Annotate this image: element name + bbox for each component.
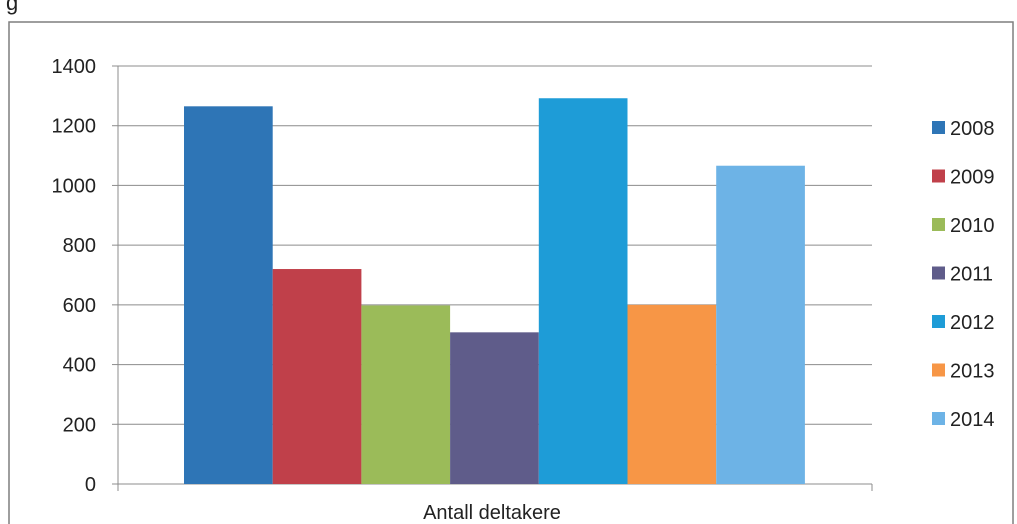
bar-2012: [538, 98, 628, 484]
caption-fragment: g: [6, 0, 18, 15]
bar-2010: [361, 305, 451, 484]
bar-2011: [450, 332, 539, 484]
bar-2008: [184, 106, 273, 485]
y-tick-label: 200: [63, 414, 96, 436]
bar-2009: [272, 269, 362, 484]
legend-label-2011: 2011: [950, 264, 993, 286]
legend: 2008 2009 2010 2011 2012 2013 2014: [932, 118, 995, 431]
y-tick-label: 400: [63, 355, 96, 377]
legend-swatch-2010: [932, 218, 945, 231]
legend-swatch-2013: [932, 363, 945, 377]
y-tick-label: 800: [63, 235, 96, 257]
legend-label-2014: 2014: [950, 409, 995, 431]
legend-swatch-2012: [932, 315, 945, 328]
legend-label-2012: 2012: [950, 312, 995, 334]
y-tick-label: 1400: [52, 56, 97, 78]
legend-label-2008: 2008: [950, 118, 995, 140]
legend-swatch-2009: [932, 169, 945, 183]
y-tick-label: 0: [85, 474, 96, 496]
legend-label-2010: 2010: [950, 215, 995, 237]
bar-2014: [716, 165, 805, 485]
legend-swatch-2008: [932, 121, 945, 134]
y-tick-labels: 0 200 400 600 800 1000 1200 1400: [52, 56, 97, 496]
legend-swatch-2011: [932, 266, 945, 280]
y-tick-label: 1000: [52, 175, 97, 197]
legend-label-2013: 2013: [950, 361, 995, 383]
x-axis-label: Antall deltakere: [423, 502, 561, 524]
bars: [184, 98, 805, 485]
legend-swatch-2014: [932, 412, 945, 425]
y-tick-label: 600: [63, 295, 96, 317]
bar-2013: [627, 304, 717, 484]
legend-label-2009: 2009: [950, 167, 995, 189]
y-tick-label: 1200: [52, 116, 97, 138]
